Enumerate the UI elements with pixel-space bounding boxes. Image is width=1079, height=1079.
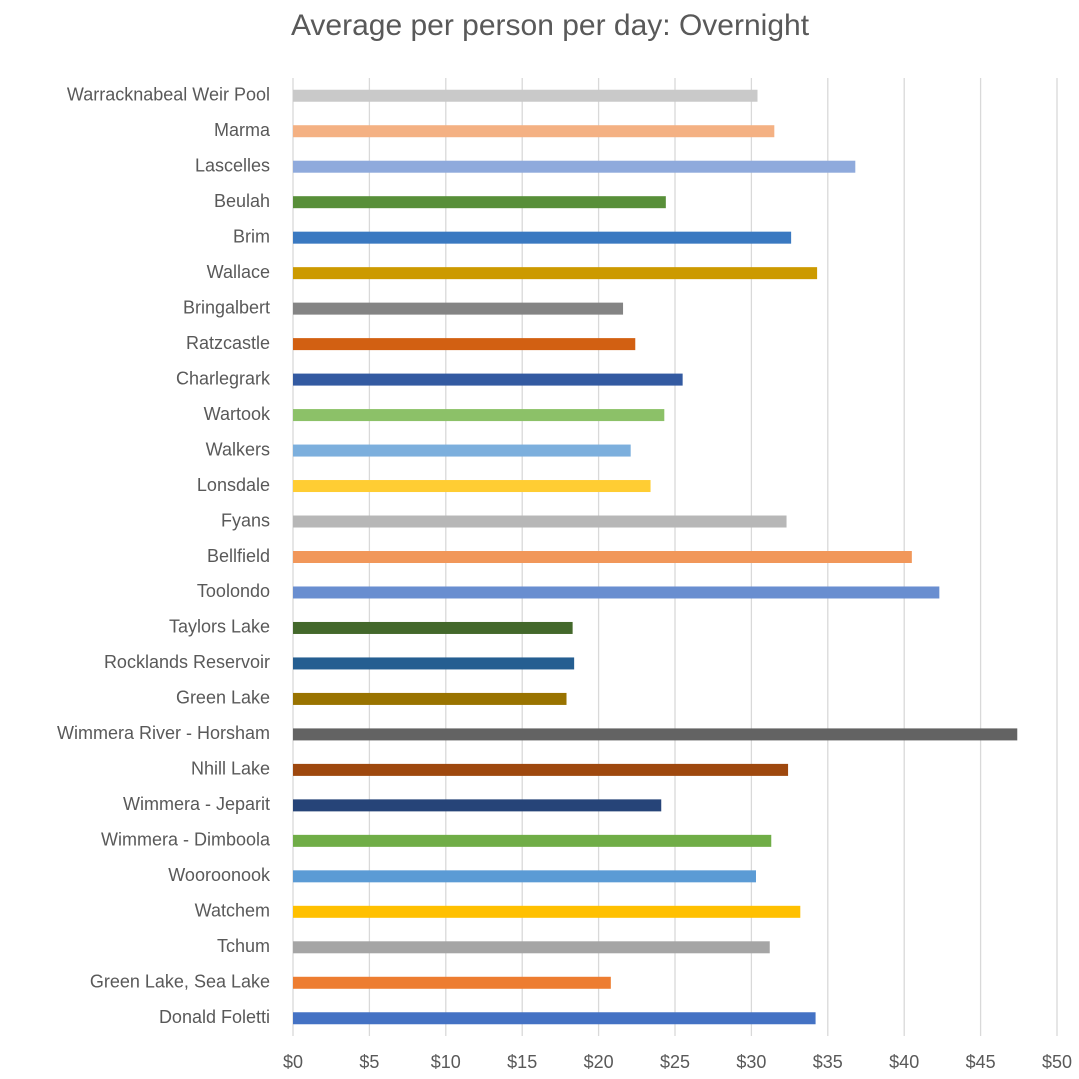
y-tick-label: Taylors Lake [169,617,270,637]
bar [293,870,756,883]
bar [293,160,856,173]
bar [293,409,665,422]
y-tick-label: Beulah [214,191,270,211]
bar [293,231,792,244]
x-tick-label: $30 [736,1052,766,1072]
y-tick-label: Donald Foletti [159,1007,270,1027]
bar [293,905,801,918]
bar [293,941,770,954]
bar [293,1012,816,1025]
y-tick-label: Wimmera - Jeparit [123,794,270,814]
x-tick-label: $40 [889,1052,919,1072]
x-tick-label: $5 [359,1052,379,1072]
bar [293,444,631,457]
y-tick-label: Warracknabeal Weir Pool [67,84,270,104]
y-tick-label: Ratzcastle [186,333,270,353]
bar [293,338,636,351]
x-tick-label: $25 [660,1052,690,1072]
chart-title: Average per person per day: Overnight [291,9,810,42]
y-tick-label: Wallace [207,262,270,282]
x-tick-label: $50 [1042,1052,1072,1072]
y-tick-label: Wimmera River - Horsham [57,723,270,743]
bar [293,89,758,102]
bar [293,763,789,776]
y-tick-label: Watchem [195,901,270,921]
x-tick-label: $20 [584,1052,614,1072]
y-tick-label: Marma [214,120,271,140]
x-tick-label: $0 [283,1052,303,1072]
y-tick-label: Green Lake, Sea Lake [90,972,270,992]
y-tick-label: Toolondo [197,581,270,601]
x-tick-label: $35 [813,1052,843,1072]
y-tick-label: Bringalbert [183,297,270,317]
bar [293,515,787,528]
bar [293,692,567,705]
bar [293,267,818,280]
bar [293,373,683,386]
bar [293,976,611,989]
y-tick-label: Bellfield [207,546,270,566]
y-tick-label: Nhill Lake [191,759,270,779]
y-tick-label: Walkers [206,439,270,459]
x-tick-label: $15 [507,1052,537,1072]
y-tick-label: Lascelles [195,155,270,175]
y-tick-label: Wimmera - Dimboola [101,830,271,850]
y-tick-label: Brim [233,226,270,246]
y-tick-label: Rocklands Reservoir [104,652,270,672]
bar [293,196,666,209]
y-tick-label: Tchum [217,936,270,956]
y-tick-label: Charlegrark [176,368,271,388]
bar [293,480,651,493]
y-tick-label: Wartook [204,404,271,424]
bar [293,799,662,812]
bar [293,657,575,670]
y-tick-label: Green Lake [176,688,270,708]
y-tick-label: Lonsdale [197,475,270,495]
y-tick-label: Fyans [221,510,270,530]
bar [293,834,772,847]
x-tick-label: $45 [966,1052,996,1072]
bar [293,621,573,634]
bar [293,551,912,563]
x-tick-label: $10 [431,1052,461,1072]
bar [293,125,775,138]
bar [293,586,940,599]
bar [293,728,1018,741]
bar [293,302,624,315]
y-tick-label: Wooroonook [168,865,271,885]
